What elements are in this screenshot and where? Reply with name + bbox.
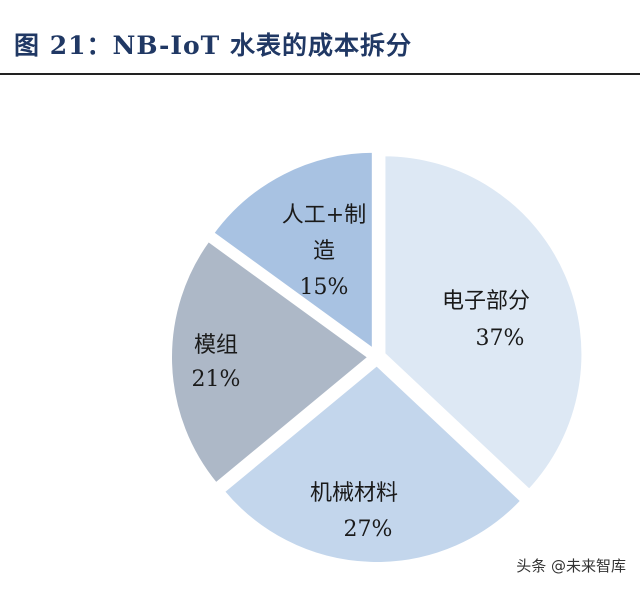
slice-name-label: 模组 bbox=[194, 333, 238, 358]
slice-percent-label: 37% bbox=[476, 326, 525, 351]
title-divider bbox=[0, 73, 640, 75]
slice-name-label: 电子部分 bbox=[442, 289, 530, 314]
slice-percent-label: 21% bbox=[192, 367, 241, 392]
pie-slice-3 bbox=[168, 236, 374, 488]
slice-percent-label: 27% bbox=[344, 517, 393, 542]
watermark: 头条 @未来智库 bbox=[516, 557, 626, 575]
pie-slice-1 bbox=[381, 152, 586, 494]
slice-percent-label: 15% bbox=[300, 275, 349, 300]
pie-slice-4 bbox=[209, 148, 376, 355]
slice-name-label: 人工+制 bbox=[282, 203, 366, 228]
pie-slice-2 bbox=[219, 361, 526, 566]
figure-title: 图 21：NB-IoT 水表的成本拆分 bbox=[14, 31, 412, 60]
slice-name-label: 机械材料 bbox=[310, 481, 398, 506]
slice-name-label: 造 bbox=[313, 239, 335, 264]
